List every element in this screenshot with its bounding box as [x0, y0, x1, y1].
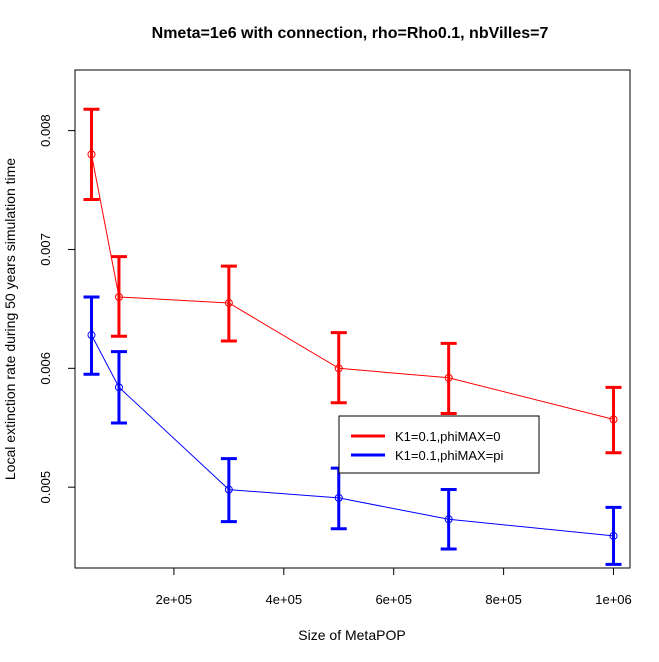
y-tick-label: 0.005	[38, 471, 53, 504]
data-point	[114, 293, 123, 302]
data-point	[444, 373, 453, 382]
series-1	[83, 107, 622, 455]
data-point	[87, 331, 96, 340]
data-point	[609, 531, 618, 540]
x-tick-label: 2e+05	[156, 592, 193, 607]
plot-frame	[74, 69, 631, 569]
data-point	[224, 298, 233, 307]
y-axis-label: Local extinction rate during 50 years si…	[2, 158, 18, 480]
data-point	[334, 364, 343, 373]
data-point	[609, 415, 618, 424]
x-tick-label: 6e+05	[375, 592, 412, 607]
data-point	[114, 383, 123, 392]
legend-label: K1=0.1,phiMAX=0	[395, 429, 501, 444]
x-tick-label: 8e+05	[485, 592, 522, 607]
series-line	[91, 154, 614, 420]
data-point	[224, 485, 233, 494]
y-tick-label: 0.006	[38, 352, 53, 385]
series-line	[91, 334, 614, 537]
series-layer	[83, 107, 622, 566]
x-axis: 2e+05 4e+05 6e+05 8e+05 1e+06	[156, 567, 632, 607]
series-2	[83, 295, 622, 566]
data-point	[444, 515, 453, 524]
data-point	[87, 150, 96, 159]
legend-label: K1=0.1,phiMAX=pi	[395, 448, 504, 463]
x-axis-label: Size of MetaPOP	[298, 627, 405, 643]
y-tick-label: 0.007	[38, 233, 53, 266]
legend-box	[338, 415, 540, 474]
x-tick-label: 4e+05	[266, 592, 303, 607]
legend: K1=0.1,phiMAX=0 K1=0.1,phiMAX=pi	[338, 415, 540, 474]
x-tick-label: 1e+06	[595, 592, 632, 607]
chart-title: Nmeta=1e6 with connection, rho=Rho0.1, n…	[152, 25, 549, 42]
y-axis: 0.005 0.006 0.007 0.008	[38, 114, 76, 504]
data-point	[334, 493, 343, 502]
y-tick-label: 0.008	[38, 114, 53, 147]
